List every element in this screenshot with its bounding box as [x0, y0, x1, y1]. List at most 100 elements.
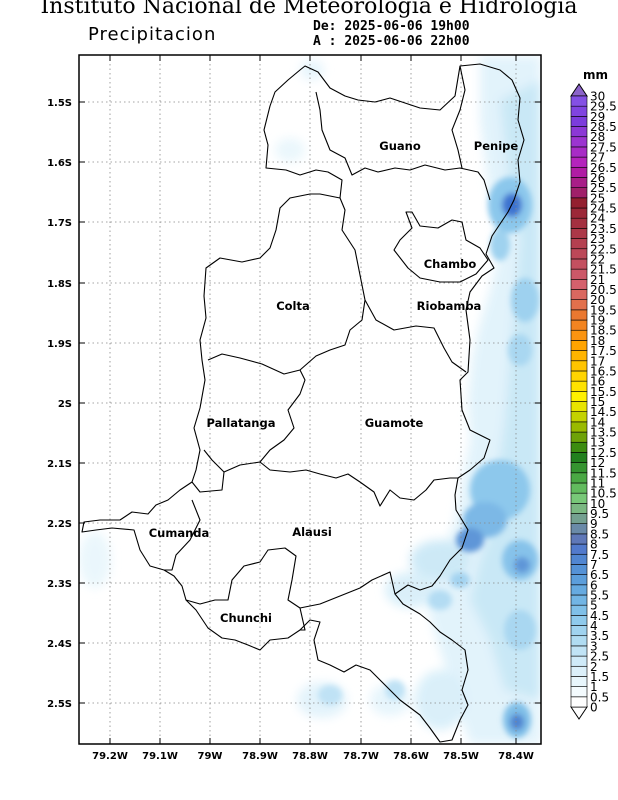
colorbar-label: 15: [590, 395, 605, 409]
colorbar-swatch: [570, 431, 588, 443]
colorbar-label: 6.5: [590, 568, 609, 582]
colorbar-swatch: [570, 482, 588, 494]
lat-tick-label: 2.3S: [47, 579, 72, 590]
colorbar-swatch: [570, 126, 588, 138]
colorbar-label: 10: [590, 497, 605, 511]
colorbar-swatch: [570, 309, 588, 321]
colorbar-label: 29: [590, 110, 605, 124]
lon-tick-label: 78.8W: [292, 751, 328, 762]
colorbar-label: 2: [590, 660, 598, 674]
colorbar-swatch: [570, 452, 588, 463]
colorbar-label: 12.5: [590, 446, 617, 460]
colorbar-swatch: [570, 503, 588, 514]
boundary-cumanda: [164, 499, 201, 571]
colorbar-label: 15.5: [590, 385, 617, 399]
lat-tick-label: 1.8S: [47, 279, 72, 290]
colorbar-swatch: [570, 105, 588, 117]
colorbar-swatch: [570, 421, 588, 433]
boundary-guano-penipe: [451, 65, 466, 169]
colorbar-swatch: [570, 329, 588, 341]
from-label: De:: [313, 19, 337, 34]
colorbar-swatch: [570, 166, 588, 178]
colorbar-label: 25.5: [590, 181, 617, 195]
boundary-riobamba: [364, 299, 467, 373]
colorbar-min-arrow: [570, 706, 588, 720]
lon-tick-label: 79.1W: [142, 751, 178, 762]
boundary-guano: [315, 91, 491, 201]
lat-tick-label: 1.9S: [47, 339, 72, 350]
canton-label-pallatanga: Pallatanga: [207, 416, 276, 430]
colorbar-label: 27.5: [590, 140, 617, 154]
canton-label-riobamba: Riobamba: [417, 299, 482, 313]
to-value: 2025-06-06 22h00: [344, 34, 470, 49]
colorbar-swatch: [570, 217, 588, 229]
colorbar-swatch: [570, 523, 588, 535]
from-value: 2025-06-06 19h00: [344, 19, 470, 34]
colorbar-swatch: [570, 492, 588, 504]
colorbar-swatch: [570, 462, 588, 474]
colorbar-label: 14: [590, 415, 605, 429]
colorbar-swatch: [570, 228, 588, 239]
colorbar-label: 16: [590, 375, 605, 389]
boundary-chambo: [393, 211, 489, 283]
colorbar-swatch: [570, 187, 588, 199]
colorbar-swatch: [570, 278, 588, 290]
colorbar-label: 18: [590, 334, 605, 348]
variable-label: Precipitacion: [88, 24, 217, 45]
date-range: De: 2025-06-06 19h00 A : 2025-06-06 22h0…: [313, 19, 470, 49]
colorbar-swatch: [570, 543, 588, 555]
colorbar-label: 8: [590, 538, 598, 552]
colorbar-label: 26: [590, 171, 605, 185]
colorbar-swatch: [570, 238, 588, 250]
colorbar: mm 00.511.522.533.544.555.566.577.588.59…: [570, 68, 617, 720]
lon-tick-label: 78.5W: [443, 751, 479, 762]
boundary-pallatanga: [203, 369, 306, 473]
lon-labels: 79.2W 79.1W 79W 78.9W 78.8W 78.7W 78.6W …: [92, 751, 534, 762]
colorbar-swatch: [570, 197, 588, 209]
colorbar-label: 22.5: [590, 242, 617, 256]
colorbar-swatch: [570, 635, 588, 647]
colorbar-label: 8.5: [590, 527, 609, 541]
colorbar-swatch: [570, 177, 588, 188]
colorbar-label: 12: [590, 456, 605, 470]
boundary-guamote: [259, 461, 458, 507]
colorbar-label: 5.5: [590, 588, 609, 602]
colorbar-swatch: [570, 289, 588, 300]
colorbar-label: 19: [590, 314, 605, 328]
colorbar-swatch: [570, 564, 588, 575]
colorbar-swatch: [570, 584, 588, 596]
colorbar-swatch: [570, 380, 588, 392]
colorbar-label: 3: [590, 639, 598, 653]
province-outline: [81, 63, 525, 743]
colorbar-label: 9.5: [590, 507, 609, 521]
colorbar-label: 28.5: [590, 120, 617, 134]
colorbar-label: 4.5: [590, 609, 609, 623]
colorbar-label: 13.5: [590, 426, 617, 440]
colorbar-swatch: [570, 574, 588, 586]
colorbar-swatch: [570, 340, 588, 351]
colorbar-label: 7: [590, 558, 598, 572]
colorbar-swatch: [570, 645, 588, 657]
lon-tick-label: 79.2W: [92, 751, 128, 762]
colorbar-label: 21.5: [590, 263, 617, 277]
canton-labels: Guano Penipe Chambo Colta Riobamba Palla…: [149, 139, 519, 625]
colorbar-label: 4: [590, 619, 598, 633]
colorbar-swatch: [570, 441, 588, 453]
boundary-south: [299, 571, 396, 609]
colorbar-swatch: [570, 676, 588, 687]
to-label: A :: [313, 34, 337, 49]
colorbar-swatch: [570, 319, 588, 331]
colorbar-label: 2.5: [590, 650, 609, 664]
canton-label-chambo: Chambo: [424, 257, 477, 271]
colorbar-swatch: [570, 604, 588, 616]
colorbar-swatch: [570, 615, 588, 626]
lon-tick-label: 78.6W: [393, 751, 429, 762]
colorbar-swatch: [570, 696, 588, 708]
colorbar-label: 7.5: [590, 548, 609, 562]
canton-label-alausi: Alausi: [292, 525, 332, 539]
colorbar-label: 16.5: [590, 364, 617, 378]
lon-tick-label: 78.7W: [343, 751, 379, 762]
lat-tick-label: 2.5S: [47, 699, 72, 710]
colorbar-label: 25: [590, 191, 605, 205]
